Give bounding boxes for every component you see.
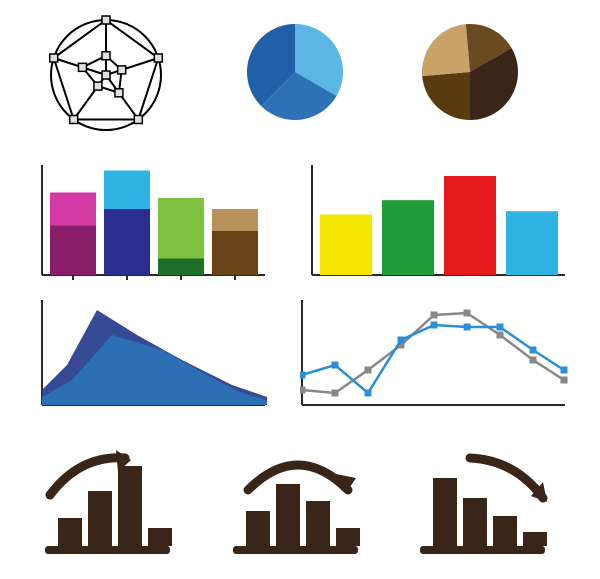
radar-chart-icon bbox=[41, 10, 171, 140]
trend-up-icon bbox=[40, 450, 195, 560]
pie-chart-brown-icon bbox=[420, 22, 520, 122]
pie-chart-blue-icon bbox=[245, 22, 345, 122]
bar-chart-icon bbox=[310, 165, 575, 285]
stacked-bar-chart-icon bbox=[40, 165, 275, 285]
trend-down-icon bbox=[415, 450, 570, 560]
line-chart-icon bbox=[300, 300, 575, 415]
trend-peak-icon bbox=[228, 450, 383, 560]
area-chart-icon bbox=[40, 300, 275, 415]
